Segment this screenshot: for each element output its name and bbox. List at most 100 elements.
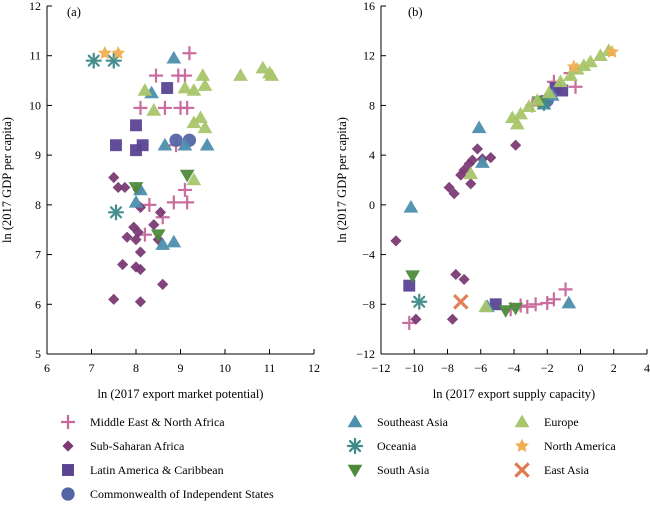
panel-b-x-tick-label: −10 xyxy=(405,361,424,375)
panel-b-x-tick-label: −2 xyxy=(541,361,554,375)
panel-b-y-axis-title: ln (2017 GDP per capita) xyxy=(335,117,349,243)
panel-a-y-tick-label: 9 xyxy=(35,148,41,162)
panel-b-y-tick-label: −8 xyxy=(362,297,375,311)
panel-a-point-south-asia xyxy=(150,229,166,243)
panel-b-point-sub-saharan-africa xyxy=(410,313,422,325)
panel-a-point-sub-saharan-africa xyxy=(112,181,124,194)
panel-a-point-sub-saharan-africa xyxy=(108,293,120,305)
panel-b-point-middle-east-north-africa xyxy=(402,315,417,330)
panel-a-point-latin-america-caribbean xyxy=(161,82,174,94)
panel-b-point-middle-east-north-africa xyxy=(568,79,583,94)
panel-a-point-latin-america-caribbean xyxy=(110,139,122,152)
panel-b-point-south-asia xyxy=(498,305,514,318)
panel-b-point-sub-saharan-africa xyxy=(510,139,522,151)
panel-b-y-tick-label: 16 xyxy=(363,0,375,13)
panel-a-point-middle-east-north-africa xyxy=(180,195,195,210)
panel-a-x-tick-label: 8 xyxy=(133,361,139,375)
panel-a-point-sub-saharan-africa xyxy=(134,246,147,258)
panel-b-x-tick-label: 2 xyxy=(611,361,617,375)
panel-b-point-middle-east-north-africa xyxy=(558,282,573,297)
panel-a-point-middle-east-north-africa xyxy=(166,195,181,210)
legend-marker-europe xyxy=(514,414,530,428)
panel-b-point-south-asia xyxy=(508,302,524,316)
panel-a-point-southeast-asia xyxy=(199,137,215,151)
panel-a-x-axis-title: ln (2017 export market potential) xyxy=(98,387,264,401)
legend-label: Sub-Saharan Africa xyxy=(90,439,185,453)
panel-a-point-sub-saharan-africa xyxy=(121,231,133,243)
panel-a-marks xyxy=(85,45,280,308)
panel-a-point-oceania xyxy=(107,204,125,221)
panel-a-x-tick-label: 10 xyxy=(219,361,231,375)
panel-b-point-europe xyxy=(563,68,578,81)
legend-item-latin-america-caribbean: Latin America & Caribbean xyxy=(62,463,224,477)
legend-marker-south-asia xyxy=(347,464,363,478)
panel-b-point-north-america xyxy=(605,44,620,58)
panel-b-point-southeast-asia xyxy=(403,199,419,213)
panel-a-point-middle-east-north-africa xyxy=(182,46,197,61)
panel-b-y-tick-label: −4 xyxy=(362,248,375,262)
panel-b-point-sub-saharan-africa xyxy=(485,152,497,164)
panel-b-y-tick-label: 8 xyxy=(369,98,375,112)
panel-b-x-tick-label: −6 xyxy=(474,361,487,375)
legend-label: Latin America & Caribbean xyxy=(90,463,224,477)
legend-item-middle-east-north-africa: Middle East & North Africa xyxy=(61,415,225,429)
panel-a-point-latin-america-caribbean xyxy=(130,119,142,132)
legend-label: Oceania xyxy=(377,439,417,453)
panel-b-point-sub-saharan-africa xyxy=(455,169,467,181)
panel-a-point-southeast-asia xyxy=(177,137,193,151)
panel-a-point-south-asia xyxy=(179,169,195,183)
panel-b-point-southeast-asia xyxy=(471,120,487,134)
panel-b-point-europe xyxy=(478,299,494,313)
panel-a-point-europe xyxy=(193,110,208,124)
panel-a-x-tick-label: 7 xyxy=(89,361,95,375)
legend-marker-southeast-asia xyxy=(347,414,363,428)
panel-b-point-europe xyxy=(553,74,568,88)
panel-a-point-oceania xyxy=(105,52,122,69)
panel-a-point-sub-saharan-africa xyxy=(154,206,167,218)
panel-a-point-europe xyxy=(177,80,193,94)
panel-a-point-sub-saharan-africa xyxy=(134,296,147,308)
panel-a-x-tick-label: 9 xyxy=(178,361,184,375)
panel-a-point-middle-east-north-africa xyxy=(142,197,157,212)
panel-b-point-europe xyxy=(463,166,479,180)
panel-a-point-southeast-asia xyxy=(166,50,182,64)
legend: Middle East & North Africa Sub-Saharan Af… xyxy=(61,414,616,501)
panel-b-point-east-asia xyxy=(453,294,469,310)
panel-a-point-europe xyxy=(264,68,280,81)
panel-b-point-middle-east-north-africa xyxy=(528,297,543,312)
panel-a-point-middle-east-north-africa xyxy=(177,182,192,197)
panel-b-point-europe xyxy=(521,99,537,112)
panel-b-point-latin-america-caribbean xyxy=(549,82,562,94)
panel-b-point-latin-america-caribbean xyxy=(489,298,502,311)
panel-a-point-middle-east-north-africa xyxy=(180,100,195,115)
panel-a-point-oceania xyxy=(85,52,102,69)
panel-a-point-europe xyxy=(137,83,153,96)
panel-b-y-tick-label: 4 xyxy=(369,148,375,162)
panel-b-point-middle-east-north-africa xyxy=(546,74,561,89)
legend-marker-latin-america-caribbean xyxy=(62,464,74,476)
panel-a-point-europe xyxy=(186,172,202,186)
panel-a-point-europe xyxy=(255,60,271,74)
legend-label: Europe xyxy=(544,415,579,429)
legend-label: North America xyxy=(544,439,616,453)
panel-a-point-sub-saharan-africa xyxy=(130,234,142,246)
panel-b-point-sub-saharan-africa xyxy=(446,313,459,325)
panel-b-point-sub-saharan-africa xyxy=(450,268,462,281)
panel-a-point-europe xyxy=(186,115,202,129)
panel-b-x-tick-label: −8 xyxy=(441,361,454,375)
panel-a-point-middle-east-north-africa xyxy=(133,100,148,115)
panel-a-point-middle-east-north-africa xyxy=(157,100,172,115)
panel-b-point-middle-east-north-africa xyxy=(520,299,535,314)
panel-a-point-europe xyxy=(195,68,211,81)
panel-b-point-europe xyxy=(513,106,528,120)
panel-a-point-north-america xyxy=(111,45,126,60)
panel-b-point-sub-saharan-africa xyxy=(465,178,477,190)
panel-a-y-tick-label: 12 xyxy=(29,0,41,13)
panel-a-point-southeast-asia xyxy=(166,234,182,248)
panel-b-y-tick-label: 12 xyxy=(363,49,375,63)
legend-marker-commonwealth-of-independent-states xyxy=(61,487,75,501)
panel-a-x-tick-label: 6 xyxy=(44,361,50,375)
panel-b: −12 −10 −8 −6 −4 −2 0 2 4 −12 −8 −4 0 4 8 12 16 (b) ln (… xyxy=(335,0,650,401)
